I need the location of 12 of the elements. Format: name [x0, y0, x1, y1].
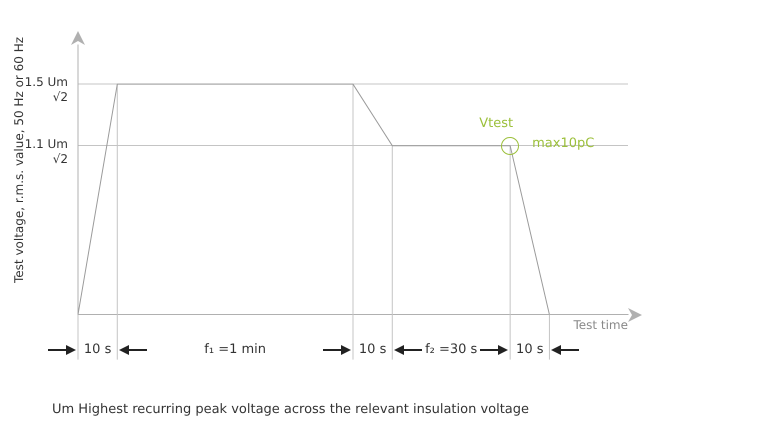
x-axis-title: Test time — [572, 318, 628, 332]
text: 10 s — [84, 342, 112, 357]
text: 1.5 Um √2 — [24, 75, 68, 106]
text: f₁ =1 min — [204, 342, 266, 357]
text: 10 s — [516, 342, 544, 357]
text: f₂ =30 s — [425, 342, 478, 357]
text: 10 s — [358, 342, 386, 357]
text: 1.1 Um √2 — [24, 136, 68, 167]
text: Um Highest recurring peak voltage across the relevant insulation voltage — [52, 402, 530, 417]
y-axis-title: Test voltage, r.m.s. value, 50 Hz or 60 Hz — [12, 36, 26, 283]
annotation: max10pC — [532, 136, 594, 151]
annotation: Vtest — [479, 116, 514, 131]
